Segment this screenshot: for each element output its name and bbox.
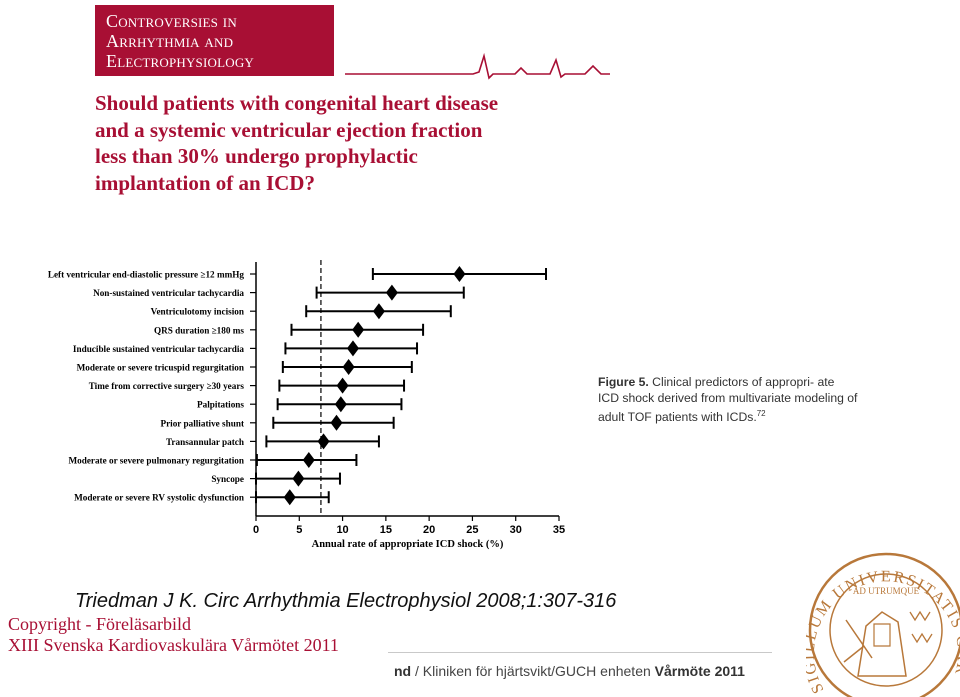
question-line-4: implantation of an ICD? (95, 170, 315, 195)
row-label: Palpitations (197, 400, 244, 410)
banner-line-2: Arrhythmia and (106, 31, 234, 51)
row-label: Non-sustained ventricular tachycardia (93, 288, 244, 298)
copyright-line-2: XIII Svenska Kardiovaskulära Vårmötet 20… (8, 635, 339, 655)
banner-line-3: Electrophysiology (106, 51, 255, 71)
x-tick-label: 30 (510, 524, 522, 536)
estimate-diamond (453, 266, 466, 282)
row-label: Left ventricular end-diastolic pressure … (48, 270, 245, 280)
x-tick-label: 10 (336, 524, 348, 536)
ecg-trace-icon (345, 52, 610, 80)
footer-divider (388, 652, 772, 653)
estimate-diamond (352, 321, 365, 338)
caption-label: Figure 5. (598, 375, 649, 389)
caption-ref: 72 (756, 409, 766, 418)
x-tick-label: 0 (253, 524, 259, 536)
x-tick-label: 5 (296, 524, 302, 536)
figure-caption: Figure 5. Clinical predictors of appropr… (598, 374, 858, 425)
forest-plot: 0 5 10 15 20 25 30 35 Annual rate of appropriate… (48, 260, 565, 550)
question-line-2: and a systemic ventricular ejection frac… (95, 117, 483, 142)
estimate-diamond (346, 340, 359, 357)
row-label: Transannular patch (166, 437, 244, 447)
footer-text: / Kliniken för hjärtsvikt/GUCH enheten (411, 663, 655, 679)
estimate-diamond (292, 470, 305, 487)
x-tick-label: 20 (423, 524, 435, 536)
footer-bold: Vårmöte 2011 (654, 663, 745, 679)
row-label: Syncope (211, 474, 244, 484)
x-tick-label: 15 (380, 524, 392, 536)
row-label: Moderate or severe tricuspid regurgitati… (77, 363, 244, 373)
estimate-diamond (342, 359, 355, 375)
copyright-block: Copyright - Föreläsarbild XIII Svenska K… (8, 614, 339, 656)
row-label: Time from corrective surgery ≥30 years (89, 381, 245, 391)
footer: nd / Kliniken för hjärtsvikt/GUCH enhete… (394, 663, 745, 679)
seal-inner-text: AD UTRUMQUE (853, 586, 920, 596)
banner-line-1: Controversies in (106, 11, 237, 31)
row-label: Prior palliative shunt (160, 418, 244, 428)
row-label: Inducible sustained ventricular tachycar… (73, 344, 244, 354)
estimate-diamond (334, 396, 347, 413)
citation: Triedman J K. Circ Arrhythmia Electrophy… (75, 590, 617, 612)
estimate-diamond (372, 303, 385, 320)
question-line-1: Should patients with congenital heart di… (95, 91, 499, 115)
copyright-line-1: Copyright - Föreläsarbild (8, 614, 191, 634)
row-label: Moderate or severe RV systolic dysfuncti… (74, 493, 244, 503)
x-tick-label: 25 (466, 524, 478, 536)
journal-banner: Controversies in Arrhythmia and Electrop… (95, 5, 334, 76)
estimate-diamond (385, 284, 398, 301)
estimate-diamond (336, 377, 349, 394)
x-axis-label: Annual rate of appropriate ICD shock (%) (312, 539, 504, 550)
estimate-diamond (317, 433, 330, 450)
caption-text: Clinical predictors of appropri- ate ICD… (598, 375, 858, 425)
estimate-diamond (302, 452, 315, 468)
estimate-diamond (283, 489, 296, 506)
row-label: Moderate or severe pulmonary regurgitati… (68, 456, 244, 466)
row-label: Ventriculotomy incision (151, 307, 244, 317)
estimate-diamond (330, 414, 343, 431)
question-line-3: less than 30% undergo prophylactic (95, 144, 418, 168)
footer-prefix: nd (394, 663, 412, 679)
slide-question: Should patients with congenital heart di… (95, 90, 615, 196)
university-seal-icon: SIGILLUM UNIVERSITATIS CAROLINAE AD UTRU… (806, 550, 960, 697)
row-label: QRS duration ≥180 ms (154, 325, 244, 335)
x-tick-label: 35 (553, 524, 565, 536)
